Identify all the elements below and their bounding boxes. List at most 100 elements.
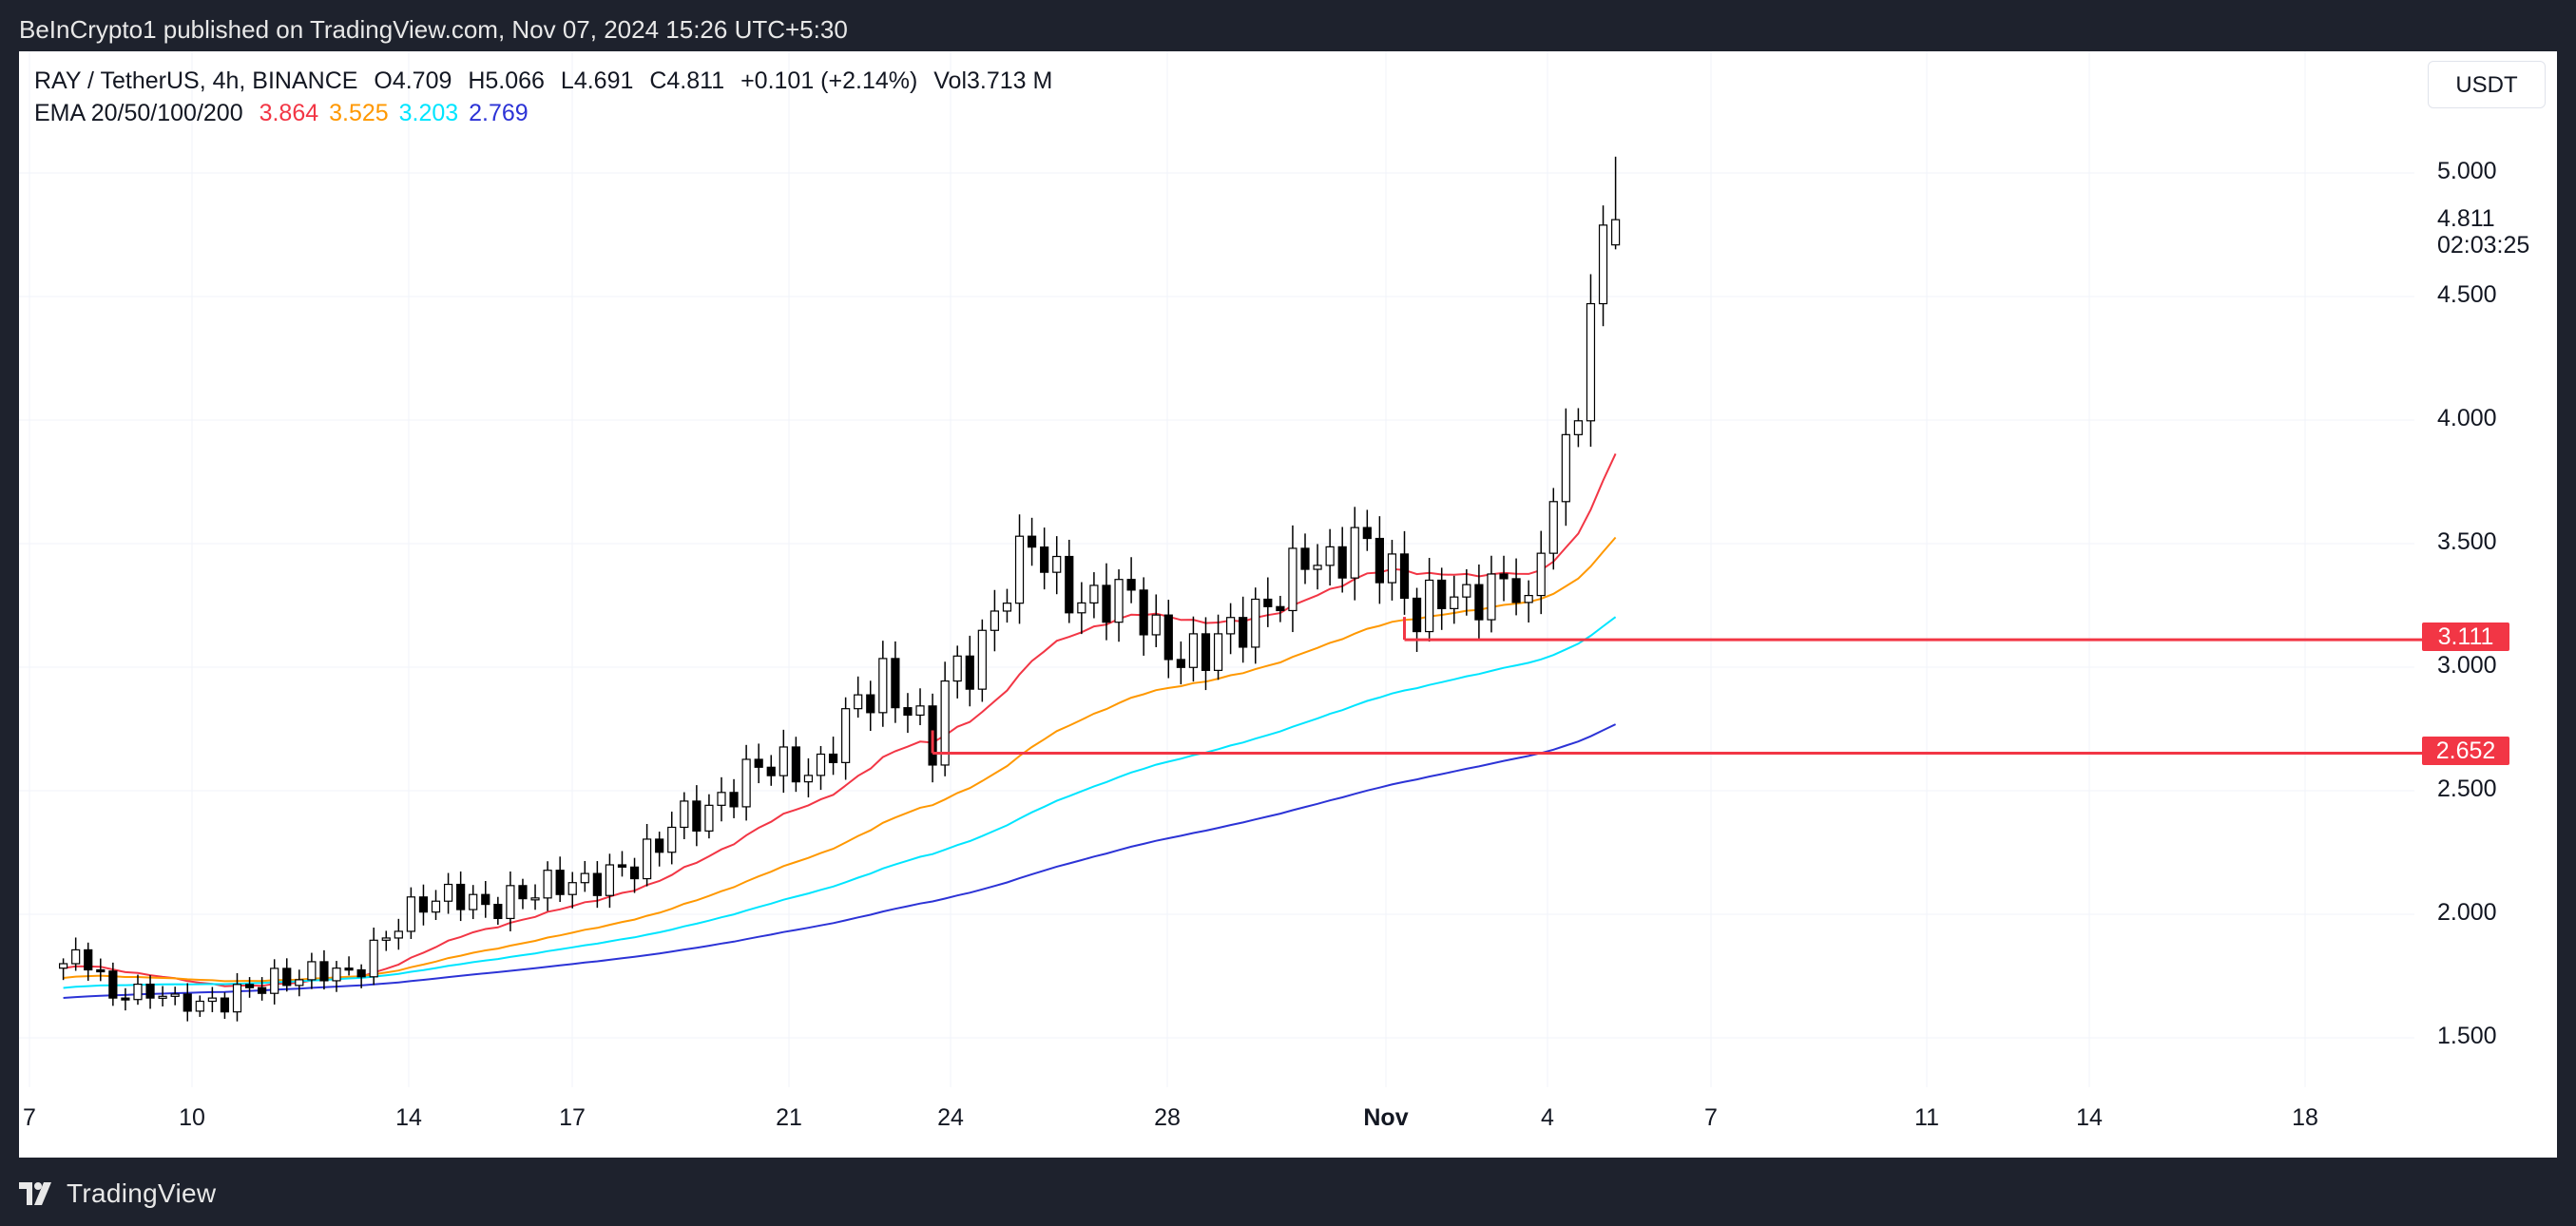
candle-body[interactable]	[1437, 579, 1447, 609]
candle-body[interactable]	[1276, 605, 1285, 612]
candle-body[interactable]	[1474, 584, 1484, 621]
candle-body[interactable]	[1126, 579, 1136, 591]
candle-body[interactable]	[270, 967, 279, 994]
candle-body[interactable]	[977, 629, 987, 690]
candle-body[interactable]	[1425, 579, 1434, 633]
candle-body[interactable]	[1213, 633, 1223, 671]
candle-body[interactable]	[481, 893, 490, 906]
candle-body[interactable]	[1102, 584, 1111, 623]
candle-body[interactable]	[295, 979, 304, 987]
candle-body[interactable]	[493, 903, 503, 920]
candle-body[interactable]	[244, 984, 255, 988]
candle-body[interactable]	[667, 826, 677, 853]
legend-symbol[interactable]: RAY / TetherUS, 4h, BINANCE	[34, 67, 358, 94]
candle-body[interactable]	[866, 694, 875, 714]
candle-body[interactable]	[717, 792, 726, 806]
candle-body[interactable]	[543, 870, 552, 899]
candle-body[interactable]	[1114, 579, 1124, 623]
candle-body[interactable]	[1163, 614, 1173, 661]
candle-body[interactable]	[1462, 584, 1471, 598]
candle-body[interactable]	[431, 900, 441, 913]
candle-body[interactable]	[1201, 633, 1211, 671]
candle-body[interactable]	[1387, 553, 1397, 584]
candle-body[interactable]	[319, 961, 329, 982]
candle-body[interactable]	[1586, 302, 1596, 422]
candle-body[interactable]	[704, 804, 714, 832]
candle-body[interactable]	[332, 967, 341, 982]
candle-body[interactable]	[617, 864, 627, 868]
candle-body[interactable]	[915, 705, 925, 717]
candle-body[interactable]	[878, 658, 888, 714]
candle-body[interactable]	[469, 893, 478, 910]
candle-body[interactable]	[1002, 603, 1012, 612]
candle-body[interactable]	[567, 882, 577, 895]
candle-body[interactable]	[779, 746, 788, 776]
candle-body[interactable]	[1077, 602, 1086, 614]
candle-body[interactable]	[418, 896, 429, 913]
candle-body[interactable]	[1598, 224, 1608, 305]
candle-body[interactable]	[71, 948, 81, 965]
candle-body[interactable]	[965, 655, 974, 690]
candle-body[interactable]	[990, 610, 1000, 631]
candle-body[interactable]	[655, 838, 664, 853]
candle-body[interactable]	[1313, 565, 1322, 570]
candle-body[interactable]	[96, 968, 106, 973]
candle-body[interactable]	[344, 967, 354, 971]
candle-body[interactable]	[555, 870, 565, 895]
candle-body[interactable]	[58, 963, 68, 969]
candle-body[interactable]	[1499, 573, 1509, 580]
candle-body[interactable]	[1089, 584, 1099, 604]
candle-body[interactable]	[456, 883, 466, 910]
candle-body[interactable]	[145, 983, 155, 999]
candle-body[interactable]	[406, 896, 415, 932]
candle-body[interactable]	[629, 866, 640, 880]
candle-body[interactable]	[1536, 552, 1546, 597]
candle-body[interactable]	[258, 987, 267, 994]
candle-body[interactable]	[232, 984, 242, 1013]
candle-body[interactable]	[1548, 501, 1558, 554]
candle-body[interactable]	[1610, 219, 1621, 246]
candle-body[interactable]	[307, 961, 317, 981]
candle-body[interactable]	[356, 968, 366, 978]
candle-body[interactable]	[729, 792, 739, 808]
candle-body[interactable]	[841, 708, 851, 763]
candle-body[interactable]	[803, 775, 814, 783]
candle-body[interactable]	[170, 993, 180, 997]
candle-body[interactable]	[1251, 598, 1260, 648]
candle-body[interactable]	[791, 746, 800, 783]
candle-body[interactable]	[369, 939, 378, 978]
candle-body[interactable]	[133, 983, 143, 1001]
candle-body[interactable]	[1375, 537, 1384, 584]
candle-body[interactable]	[443, 883, 453, 902]
candle-body[interactable]	[282, 967, 292, 987]
candle-body[interactable]	[158, 995, 167, 999]
tradingview-logo[interactable]: TradingView	[19, 1178, 216, 1209]
candle-body[interactable]	[1027, 535, 1037, 548]
candle-body[interactable]	[680, 800, 689, 829]
candle-body[interactable]	[940, 680, 950, 766]
candle-body[interactable]	[518, 885, 528, 900]
candle-body[interactable]	[643, 838, 652, 880]
candle-body[interactable]	[1040, 546, 1049, 573]
candle-body[interactable]	[692, 800, 702, 832]
candle-body[interactable]	[1350, 527, 1359, 579]
candle-body[interactable]	[121, 997, 130, 1001]
candle-body[interactable]	[1450, 596, 1459, 609]
candle-body[interactable]	[766, 766, 776, 776]
candle-body[interactable]	[506, 885, 515, 920]
candle-body[interactable]	[741, 758, 751, 808]
candle-body[interactable]	[1151, 614, 1161, 636]
candle-body[interactable]	[903, 707, 913, 717]
candle-body[interactable]	[754, 758, 763, 768]
candle-body[interactable]	[1226, 617, 1236, 635]
candle-body[interactable]	[84, 948, 93, 971]
candle-body[interactable]	[1188, 633, 1199, 668]
candle-body[interactable]	[1052, 555, 1062, 573]
legend-ema-label[interactable]: EMA 20/50/100/200	[34, 100, 243, 126]
candle-body[interactable]	[580, 872, 589, 884]
candle-body[interactable]	[1139, 589, 1148, 636]
candle-body[interactable]	[1399, 553, 1410, 600]
candle-body[interactable]	[1325, 546, 1335, 566]
candle-body[interactable]	[1573, 420, 1584, 435]
candle-body[interactable]	[381, 937, 391, 941]
